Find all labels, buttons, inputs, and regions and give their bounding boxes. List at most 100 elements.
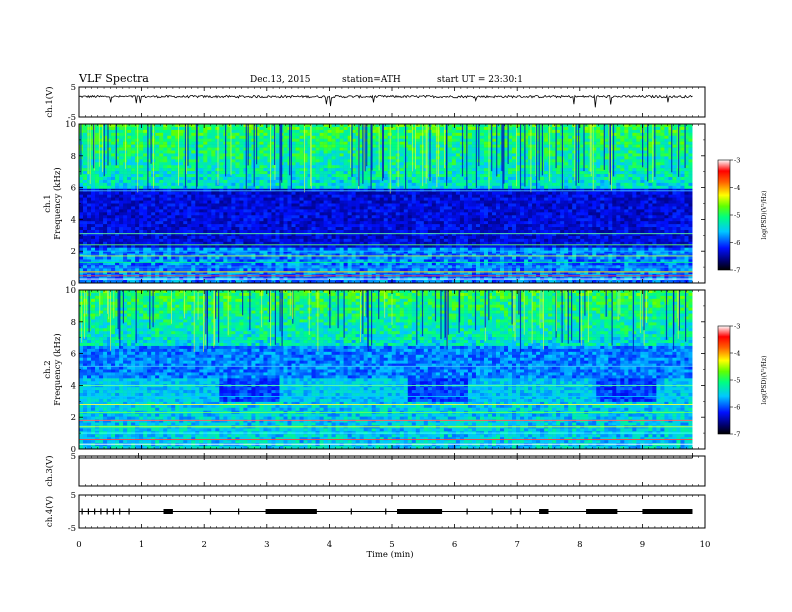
spectrogram-cell	[111, 126, 116, 131]
spectrogram-cell	[107, 124, 112, 128]
spectrogram-cell	[219, 262, 224, 266]
spectrogram-cell	[183, 200, 188, 204]
spectrogram-cell	[311, 162, 316, 166]
spectrogram-cell	[107, 171, 112, 175]
spectrogram-cell	[207, 162, 212, 166]
spectrogram-cell	[251, 268, 256, 272]
spectrogram-cell	[147, 218, 152, 222]
spectrogram-cell	[199, 241, 204, 246]
spectrogram-cell	[407, 259, 413, 263]
spectrogram-cell	[419, 191, 425, 195]
spectrogram-cell	[407, 179, 413, 184]
spectrogram-cell	[211, 235, 216, 240]
spectrogram-cell	[415, 212, 421, 216]
spectrogram-cell	[135, 238, 140, 243]
spectrogram-cell	[243, 150, 248, 154]
spectrogram-cell	[91, 256, 96, 260]
spectrogram-cell	[283, 165, 288, 169]
spectrogram-cell	[135, 209, 140, 213]
spectrogram-cell	[315, 185, 320, 190]
spectrogram-cell	[135, 250, 140, 254]
spectrogram-cell	[103, 247, 108, 251]
spectrogram-cell	[87, 247, 92, 251]
spectrogram-cell	[243, 174, 248, 178]
spectrogram-cell	[299, 280, 304, 284]
spectrogram-cell	[175, 227, 180, 231]
spectrogram-cell	[427, 256, 433, 260]
spectrogram-cell	[351, 159, 356, 163]
spectrogram-cell	[239, 250, 244, 254]
spectrogram-cell	[399, 215, 405, 219]
spectrogram-cell	[335, 250, 340, 254]
spectrogram-cell	[375, 203, 381, 207]
spectrogram-cell	[127, 271, 132, 275]
spectrogram-cell	[195, 259, 200, 263]
spectrogram-cell	[199, 232, 204, 237]
spectrogram-cell	[99, 135, 104, 140]
spectrogram-cell	[267, 230, 272, 234]
spectrogram-cell	[419, 238, 425, 243]
spectrogram-cell	[231, 197, 236, 201]
spectrogram-cell	[95, 129, 100, 134]
spectrogram-cell	[175, 256, 180, 260]
spectrogram-cell	[235, 200, 240, 204]
spectrogram-cell	[327, 259, 332, 263]
spectrogram-cell	[155, 253, 160, 257]
spectrogram-cell	[183, 209, 188, 213]
spectrogram-cell	[91, 250, 96, 254]
spectrogram-cell	[323, 153, 328, 157]
spectrogram-cell	[239, 238, 244, 243]
spectrogram-cell	[323, 232, 328, 237]
spectrogram-cell	[355, 221, 360, 225]
spectrogram-cell	[295, 280, 300, 284]
spectrogram-cell	[367, 230, 373, 234]
spectrogram-cell	[411, 232, 417, 237]
spectrogram-cell	[287, 197, 292, 201]
spectrogram-cell	[319, 247, 324, 251]
spectrogram-cell	[159, 238, 164, 243]
spectrogram-cell	[167, 153, 172, 157]
spectrogram-cell	[131, 124, 136, 128]
spectrogram-cell	[383, 235, 389, 240]
spectrogram-cell	[295, 218, 300, 222]
spectrogram-cell	[371, 206, 377, 210]
spectrogram-cell	[259, 182, 264, 187]
spectrogram-cell	[175, 241, 180, 246]
spectrogram-cell	[387, 271, 393, 275]
spectrogram-cell	[375, 271, 381, 275]
spectrogram-cell	[115, 126, 120, 131]
spectrogram-cell	[159, 253, 164, 257]
spectrogram-cell	[103, 212, 108, 216]
spectrogram-cell	[427, 191, 433, 195]
spectrogram-cell	[99, 256, 104, 260]
spectrogram-cell	[271, 138, 276, 142]
spectrogram-cell	[215, 138, 220, 142]
spectrogram-cell	[319, 212, 324, 216]
spectrogram-cell	[123, 215, 128, 219]
spectrogram-cell	[291, 147, 296, 151]
spectrogram-cell	[199, 197, 204, 201]
spectrogram-cell	[279, 224, 284, 228]
spectrogram-cell	[251, 259, 256, 263]
spectrogram-cell	[215, 165, 220, 169]
spectrogram-cell	[235, 262, 240, 266]
spectrogram-cell	[107, 156, 112, 160]
spectrogram-cell	[175, 185, 180, 190]
spectrogram-cell	[315, 177, 320, 181]
spectrogram-cell	[303, 177, 308, 181]
spectrogram-cell	[255, 191, 260, 195]
spectrogram-cell	[187, 262, 192, 266]
spectrogram-cell	[311, 247, 316, 251]
spectrogram-cell	[203, 177, 208, 181]
spectrogram-cell	[203, 141, 208, 145]
spectrogram-cell	[239, 206, 244, 210]
spectrogram-cell	[87, 215, 92, 219]
spectrogram-cell	[327, 212, 332, 216]
spectrogram-cell	[391, 224, 397, 228]
spectrogram-cell	[303, 262, 308, 266]
spectrogram-cell	[419, 241, 425, 246]
spectrogram-cell	[203, 162, 208, 166]
spectrogram-cell	[407, 177, 413, 181]
spectrogram-cell	[359, 271, 364, 275]
spectrogram-cell	[315, 227, 320, 231]
